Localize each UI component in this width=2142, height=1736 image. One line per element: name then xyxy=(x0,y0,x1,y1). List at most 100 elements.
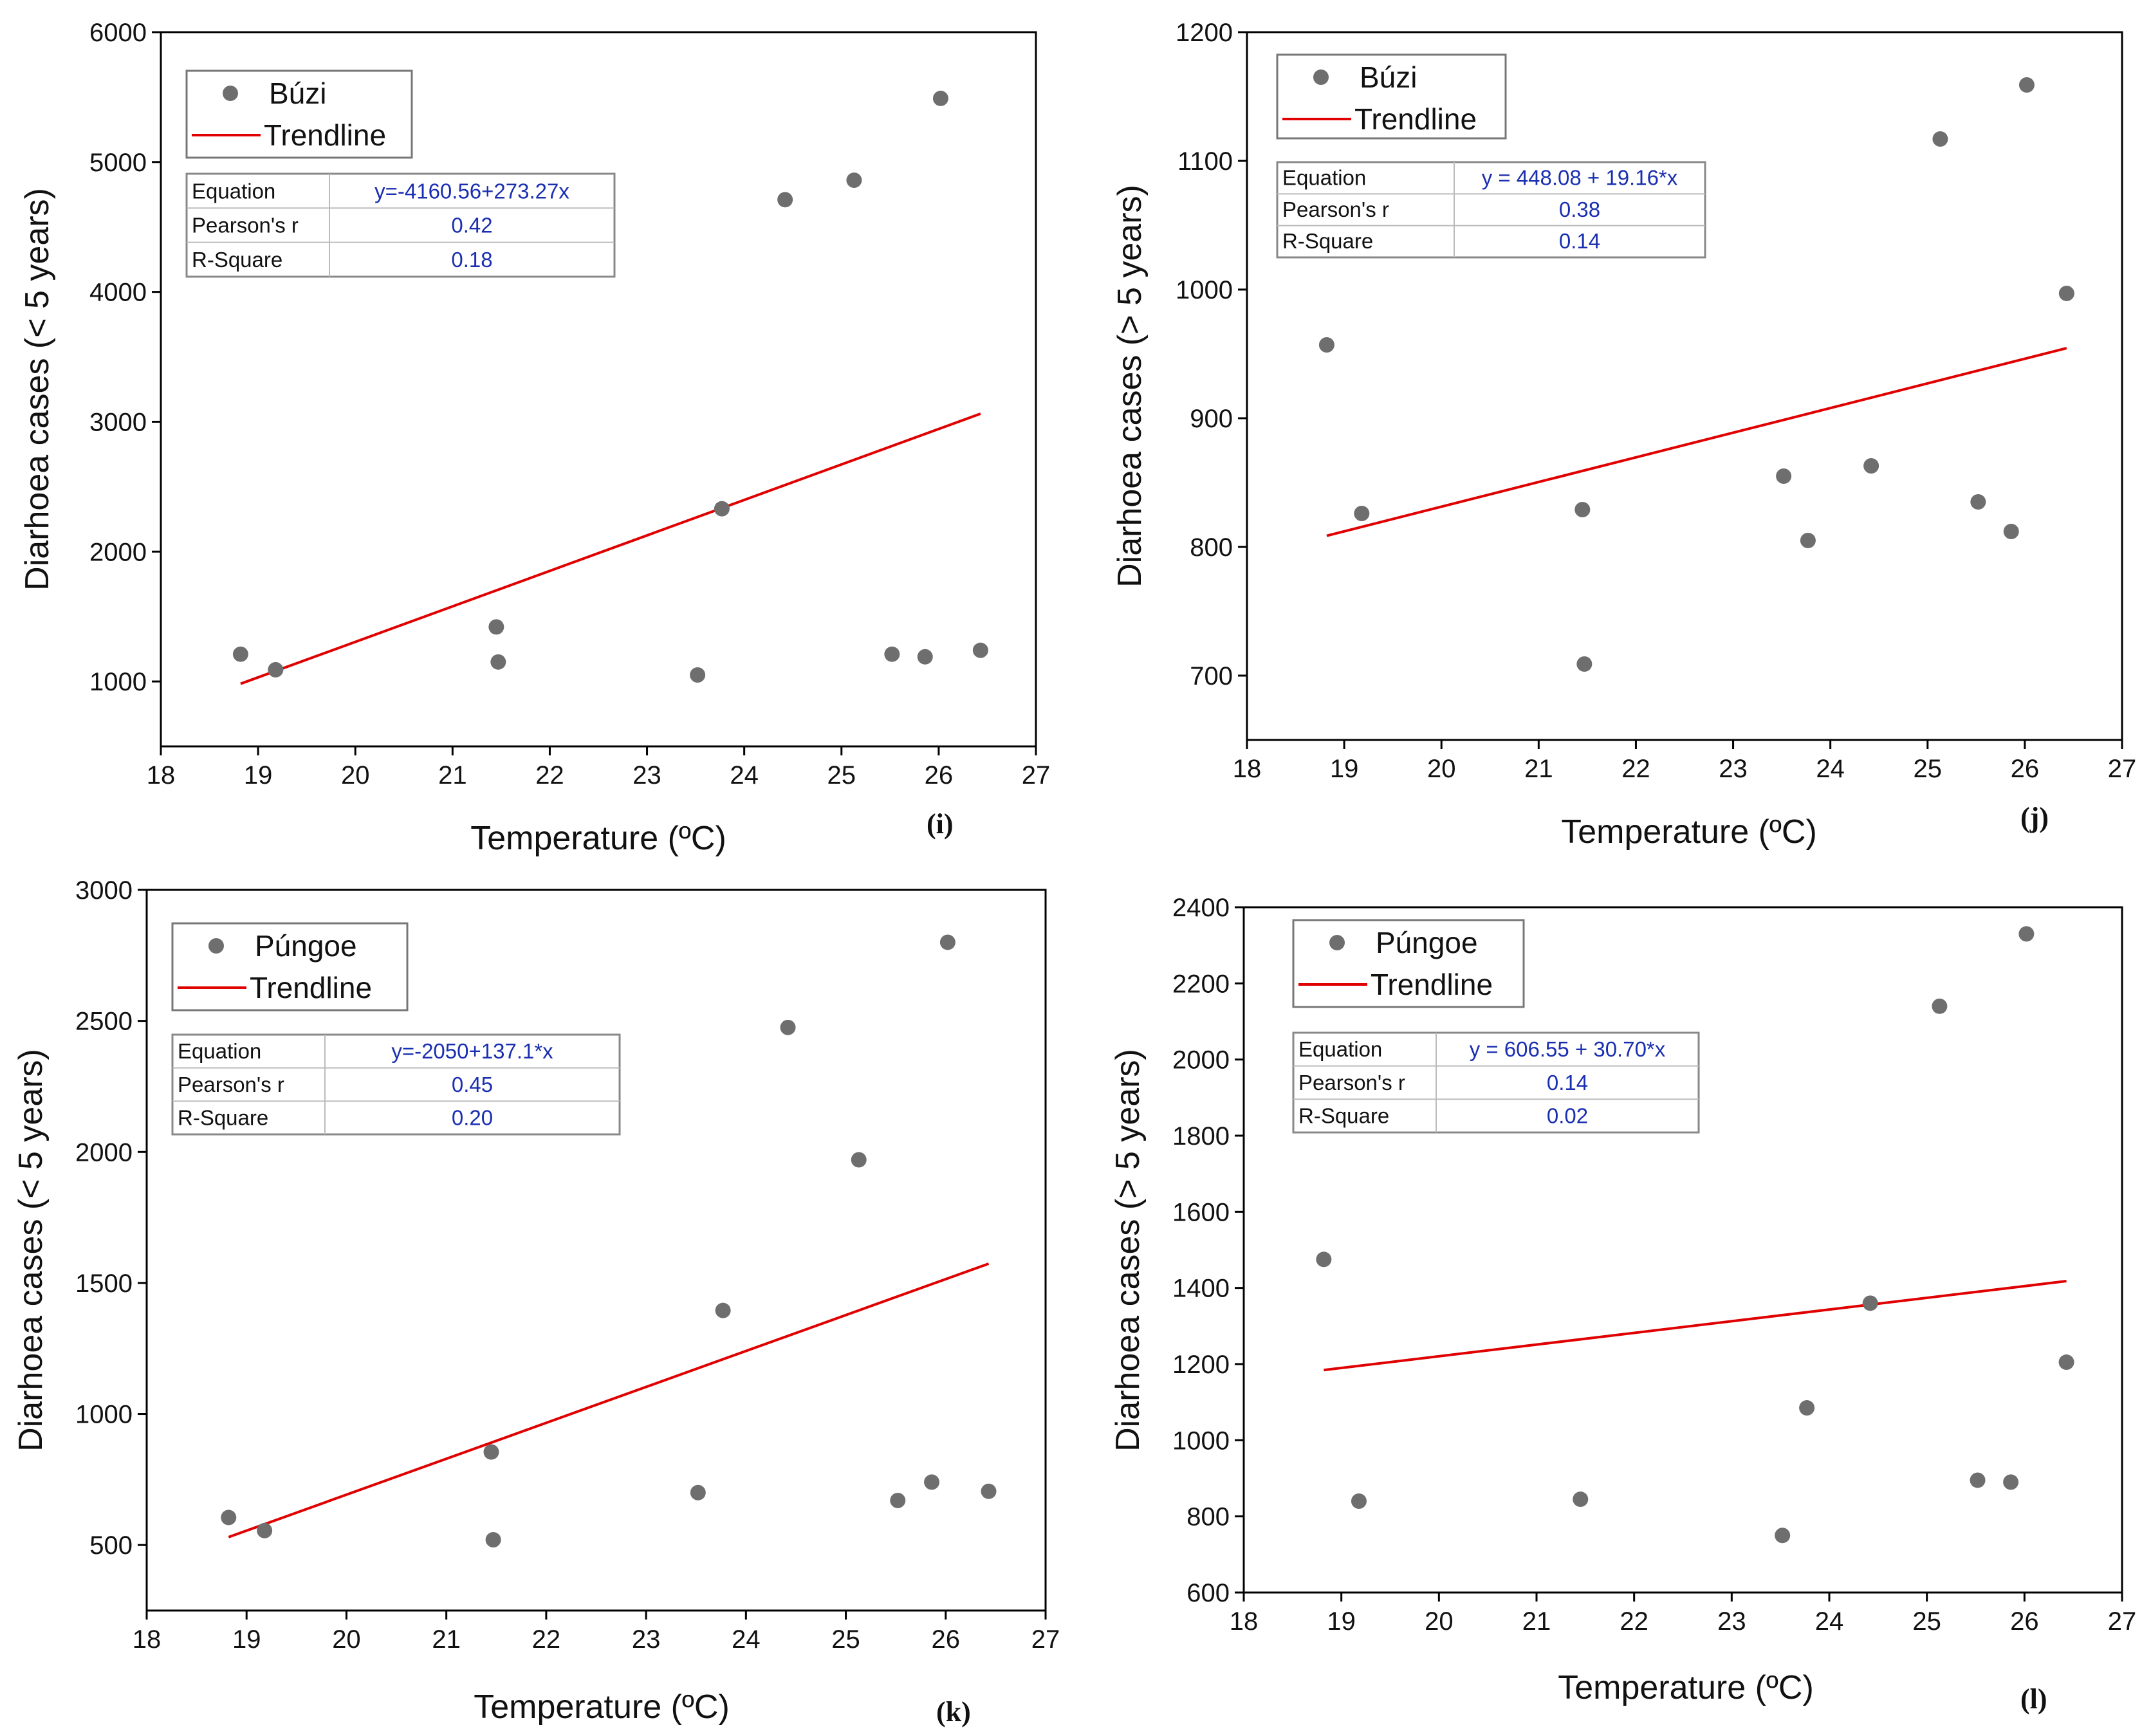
y-axis-title: Diarhoea cases (< 5 years) xyxy=(19,188,56,591)
stats-table: Equation y=-4160.56+273.27x Pearson's r 0.4… xyxy=(185,172,616,278)
y-tick-label: 1000 xyxy=(1172,1427,1230,1455)
y-tick-label: 1200 xyxy=(1176,19,1233,47)
x-tick-label: 25 xyxy=(827,761,856,790)
data-point xyxy=(972,642,988,658)
x-tick-label: 23 xyxy=(632,1625,661,1654)
legend-box xyxy=(185,69,413,159)
y-tick-label: 1600 xyxy=(1172,1198,1230,1226)
data-point xyxy=(777,192,793,208)
x-tick-label: 21 xyxy=(438,761,467,790)
data-point xyxy=(924,1474,940,1490)
trendline xyxy=(228,1262,990,1538)
x-tick-label: 23 xyxy=(1717,1607,1746,1636)
x-tick-label: 23 xyxy=(1719,755,1748,783)
data-point xyxy=(851,1152,867,1168)
x-tick-label: 27 xyxy=(1031,1625,1060,1654)
plot-frame xyxy=(160,31,1037,748)
stats-value: y = 606.55 + 30.70*x xyxy=(1470,1037,1666,1061)
data-point xyxy=(1970,1472,1986,1488)
y-tick-label: 2000 xyxy=(1172,1046,1230,1075)
legend: Búzi Trendline xyxy=(185,69,413,159)
data-point xyxy=(1574,502,1591,517)
data-point xyxy=(1932,131,1948,147)
data-point xyxy=(485,1532,501,1548)
data-point xyxy=(1318,337,1334,353)
data-point xyxy=(1576,656,1593,672)
data-point xyxy=(1573,1491,1589,1508)
x-tick-label: 21 xyxy=(432,1625,461,1654)
x-tick-label: 18 xyxy=(1233,755,1262,783)
legend-series-label: Púngoe xyxy=(255,929,357,963)
data-point xyxy=(690,667,706,683)
data-point xyxy=(890,1492,906,1508)
data-point xyxy=(2003,1474,2019,1490)
data-point xyxy=(932,90,948,106)
data-point xyxy=(981,1483,997,1499)
stats-value: y=-4160.56+273.27x xyxy=(374,179,569,203)
x-tick-label: 26 xyxy=(932,1625,961,1654)
panel-label: (k) xyxy=(936,1696,971,1728)
data-point xyxy=(2058,1354,2074,1371)
data-point xyxy=(2058,286,2074,301)
y-tick-label: 1000 xyxy=(1176,276,1233,304)
y-tick-label: 1200 xyxy=(1172,1351,1230,1379)
x-tick-label: 24 xyxy=(732,1625,761,1654)
data-point xyxy=(1970,494,1986,510)
legend-point-marker xyxy=(1329,935,1345,950)
panel-label: (l) xyxy=(2020,1683,2047,1715)
data-point xyxy=(939,934,956,950)
y-tick-label: 1000 xyxy=(89,668,147,696)
x-tick-label: 18 xyxy=(147,761,176,790)
panel-label: (j) xyxy=(2020,802,2049,833)
data-point xyxy=(1776,468,1792,484)
x-axis-title: Temperature (ºC) xyxy=(1558,1669,1814,1706)
panel-k: 18 19 20 21 22 23 24 25 26 27 500 1000 1500 2000 2500 3… xyxy=(12,876,1060,1728)
data-point xyxy=(483,1444,499,1460)
y-tick-label: 800 xyxy=(1186,1503,1230,1531)
stats-key: Pearson's r xyxy=(1282,198,1389,221)
x-tick-label: 20 xyxy=(341,761,370,790)
y-axis-title: Diarhoea cases (> 5 years) xyxy=(1109,1049,1147,1452)
x-tick-label: 27 xyxy=(1022,761,1051,790)
y-tick-label: 3000 xyxy=(75,876,133,905)
stats-key: Equation xyxy=(192,179,275,203)
stats-key: Pearson's r xyxy=(192,214,299,237)
stats-box xyxy=(1276,161,1706,259)
data-point xyxy=(257,1522,273,1538)
stats-table: Equation y = 448.08 + 19.16*x Pearson's r 0… xyxy=(1276,161,1706,259)
stats-key: R-Square xyxy=(192,248,282,272)
y-tick-label: 2000 xyxy=(89,538,147,566)
y-tick-label: 5000 xyxy=(89,149,147,177)
x-tick-label: 20 xyxy=(1425,1607,1454,1636)
y-tick-label: 1500 xyxy=(75,1270,133,1298)
data-point xyxy=(2003,524,2019,539)
y-axis-title: Diarhoea cases (> 5 years) xyxy=(1111,185,1149,587)
legend-series-label: Búzi xyxy=(1360,60,1417,94)
legend-trend-label: Trendline xyxy=(1354,102,1477,136)
y-tick-label: 1400 xyxy=(1172,1275,1230,1303)
data-point xyxy=(1775,1528,1791,1544)
y-tick-label: 1100 xyxy=(1177,147,1233,176)
data-point xyxy=(232,646,248,662)
x-axis-title: Temperature (ºC) xyxy=(1561,813,1817,851)
trendline xyxy=(1326,347,2067,537)
x-tick-label: 24 xyxy=(1815,1607,1844,1636)
y-tick-label: 2500 xyxy=(75,1008,133,1036)
stats-value: 0.18 xyxy=(451,248,492,272)
x-tick-label: 27 xyxy=(2108,755,2137,783)
y-axis-title: Diarhoea cases (< 5 years) xyxy=(12,1049,50,1452)
y-tick-label: 2000 xyxy=(75,1138,133,1167)
legend-box xyxy=(1276,53,1507,140)
x-tick-label: 22 xyxy=(1621,755,1650,783)
y-tick-label: 500 xyxy=(89,1531,133,1560)
data-point xyxy=(2018,926,2035,942)
x-tick-label: 22 xyxy=(1620,1607,1648,1636)
x-tick-label: 19 xyxy=(1330,755,1359,783)
panel-i: 18 19 20 21 22 23 24 25 26 27 1000 2000 3000 4000 5000… xyxy=(19,19,1050,857)
legend-box xyxy=(1292,919,1525,1008)
legend-point-marker xyxy=(1313,69,1329,85)
stats-table: Equation y=-2050+137.1*x Pearson's r 0.45 R-… xyxy=(171,1033,621,1136)
stats-value: y = 448.08 + 19.16*x xyxy=(1482,166,1678,190)
legend-trend-label: Trendline xyxy=(1371,968,1493,1001)
x-tick-label: 26 xyxy=(925,761,954,790)
